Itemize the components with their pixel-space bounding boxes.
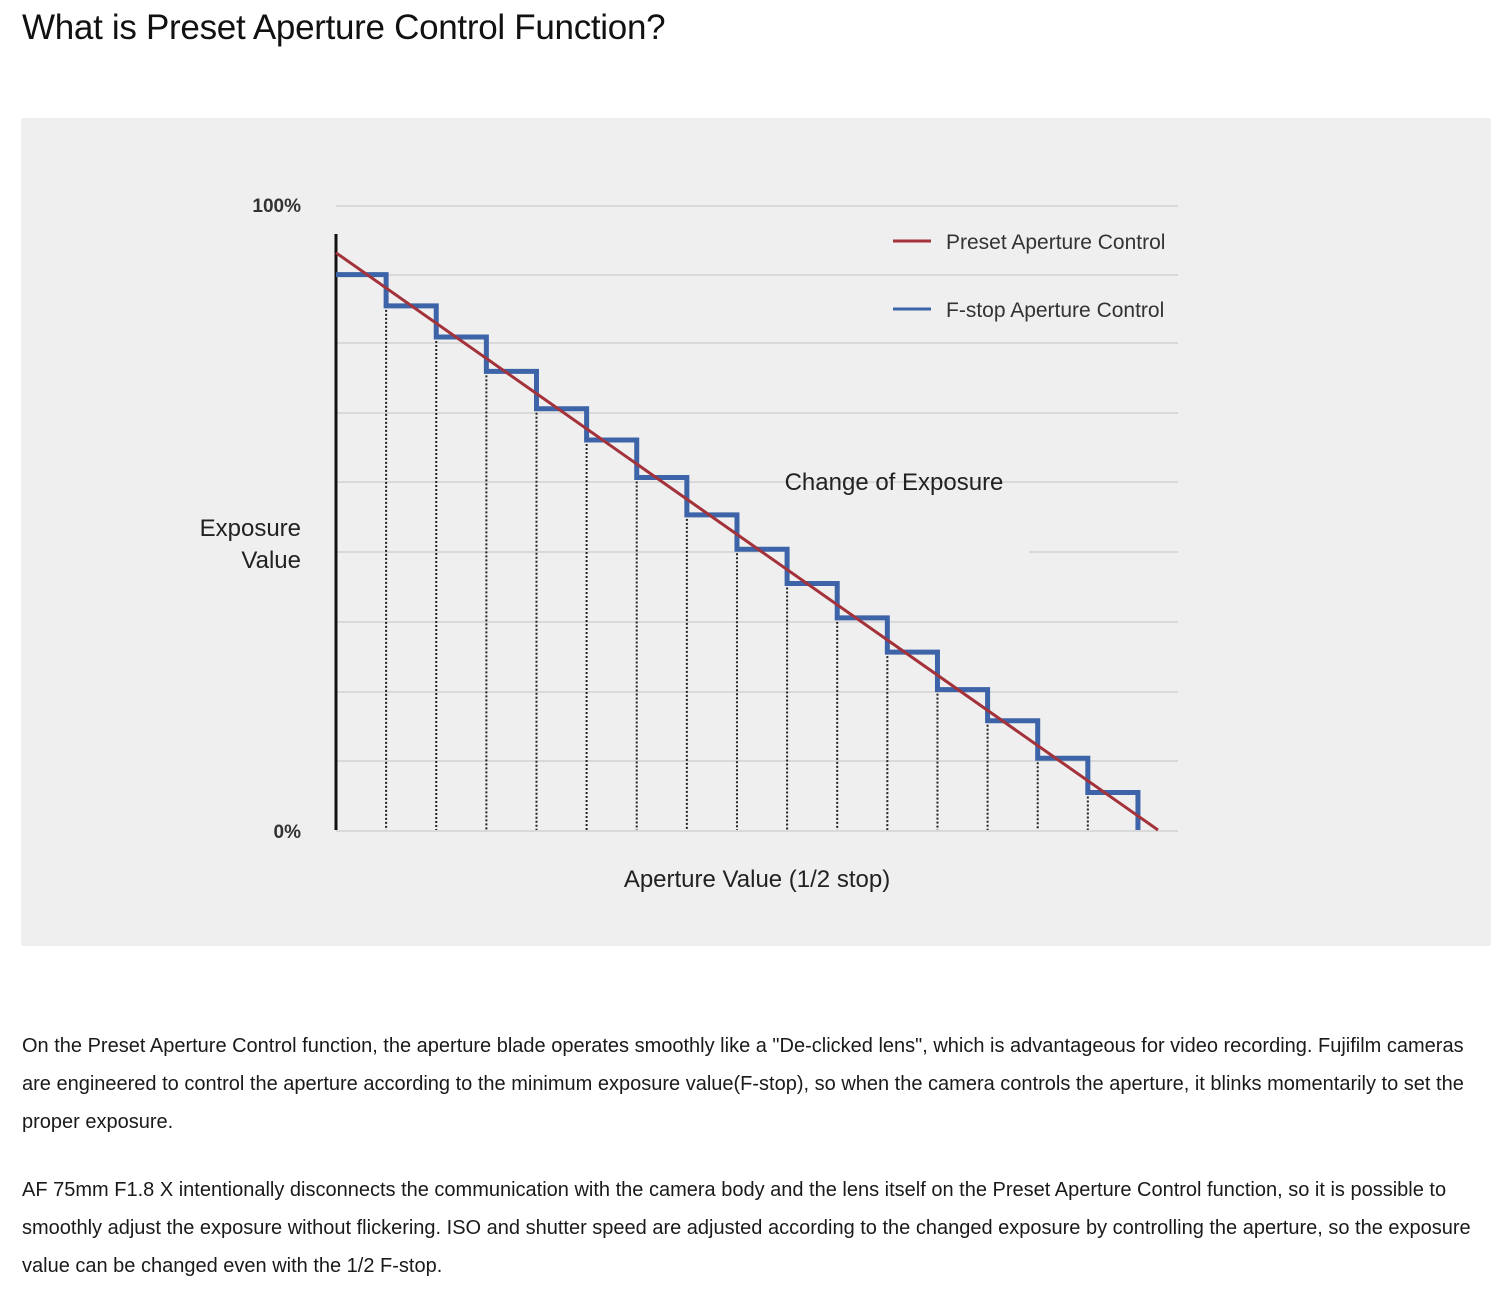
series-f-stop-line (336, 272, 1141, 830)
legend-label-fstop: F-stop Aperture Control (946, 299, 1164, 322)
paragraph-2: AF 75mm F1.8 X intentionally disconnects… (22, 1179, 1471, 1277)
annotation-change-of-exposure: Change of Exposure (785, 469, 1004, 496)
series-preset-line (335, 251, 1159, 832)
y-tick-label: 100% (252, 196, 301, 217)
x-axis-label: Aperture Value (1/2 stop) (624, 866, 890, 893)
legend-label-preset: Preset Aperture Control (946, 231, 1165, 254)
paragraph-1: On the Preset Aperture Control function,… (22, 1035, 1464, 1133)
page-title: What is Preset Aperture Control Function… (22, 8, 666, 47)
chart-svg: 100% 0% Exposure Value Aperture Value (1/2 s… (200, 196, 1178, 893)
y-axis-label: Value (241, 547, 301, 574)
exposure-chart: 100% 0% Exposure Value Aperture Value (1/2 s… (21, 118, 1491, 946)
y-tick-label: 0% (274, 822, 302, 843)
y-axis-label: Exposure (200, 515, 301, 542)
